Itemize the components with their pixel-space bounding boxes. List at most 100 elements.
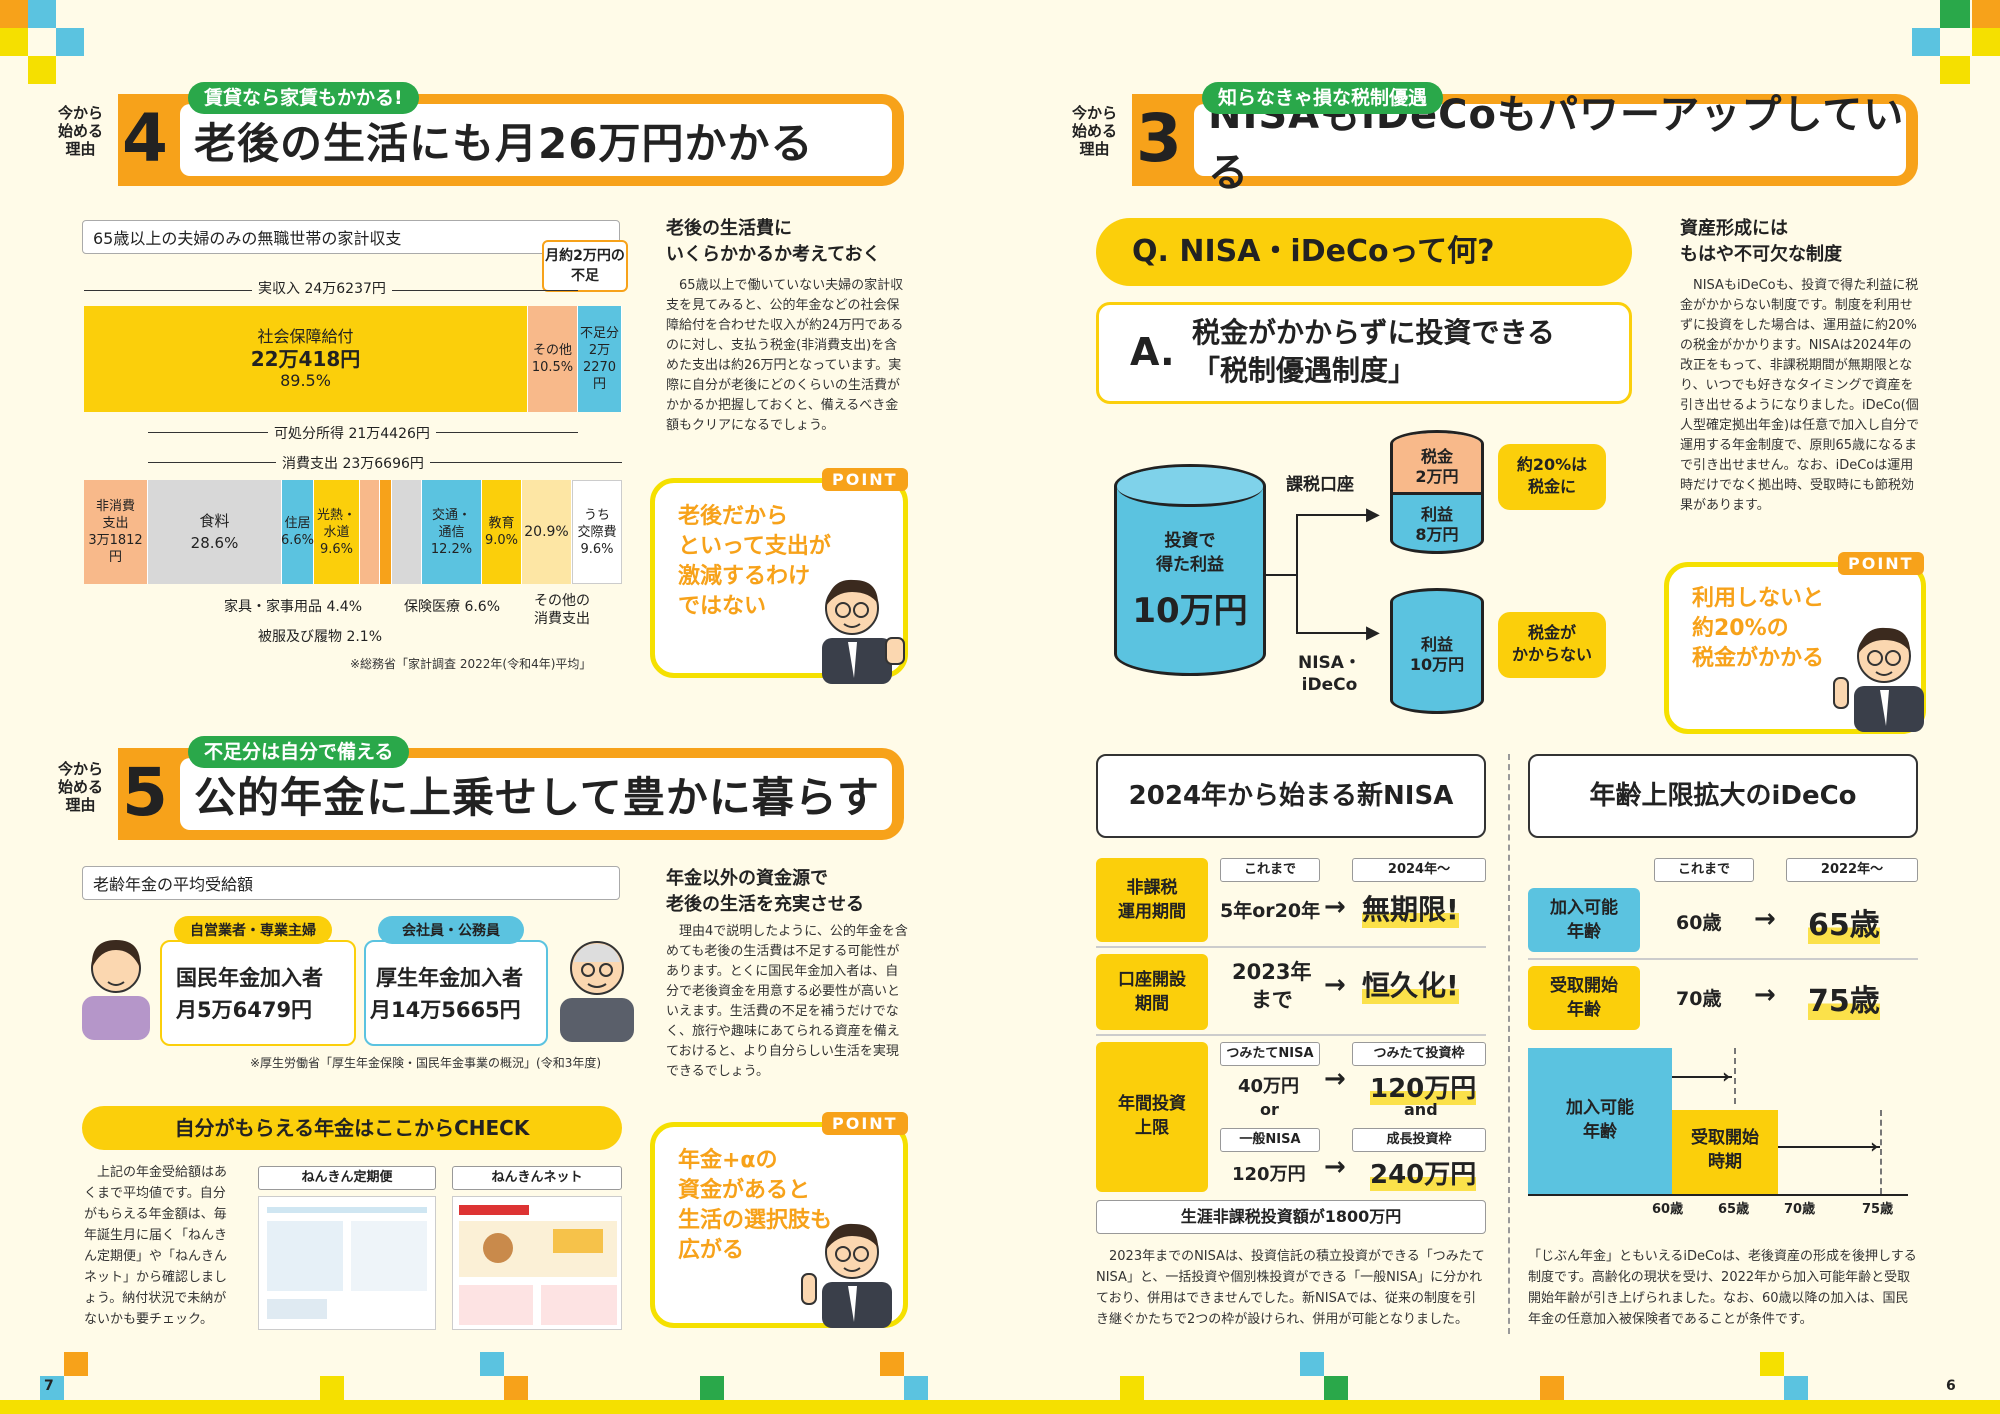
other-expense-pct: 20.9% xyxy=(524,523,569,540)
tsumitate-nisa-label: つみたてNISA xyxy=(1220,1042,1320,1066)
ideco-col-before: これまで xyxy=(1654,858,1754,882)
age-60: 60歳 xyxy=(1652,1202,1684,1217)
nisa-row2-after: 恒久化! xyxy=(1362,964,1459,1004)
other-income-label: その他 xyxy=(532,343,572,358)
answer-mark: A. xyxy=(1130,330,1175,374)
housing-pct: 6.6% xyxy=(280,533,315,548)
profit2-amount: 10万円 xyxy=(1409,655,1465,674)
section-3-body: NISAもiDeCoも、投資で得た利益に税金がかからない制度です。制度を利用せず… xyxy=(1680,278,1920,513)
self-employed-tag: 自営業者・専業主婦 xyxy=(174,916,332,944)
social-expense-label-2: 交際費 xyxy=(577,524,617,540)
social-security-pct: 89.5% xyxy=(280,371,331,390)
pension-source: ※厚生労働省「厚生年金保険・国民年金事業の概況」(令和3年度) xyxy=(250,1056,602,1070)
nisa-ideco-label: NISA・ iDeCo xyxy=(1298,653,1361,695)
elderly-man-illustration xyxy=(560,941,634,1042)
nisa-row-divider-1 xyxy=(1096,946,1486,948)
invest-amount: 10万円 xyxy=(1132,591,1248,631)
invest-cylinder: 投資で 得た利益 10万円 xyxy=(1114,464,1266,676)
ideco-recv-dash xyxy=(1880,1110,1882,1194)
section-4-subtitle: 老後の生活費に いくらかかるか考えておく xyxy=(666,218,881,265)
nisa-row3-arrow-2: → xyxy=(1324,1152,1346,1182)
section-3-side-label: 今から 始める 理由 xyxy=(1072,104,1118,158)
notax-cylinder: 利益 10万円 xyxy=(1390,588,1484,714)
ideco-body: 「じぶん年金」ともいえるiDeCoは、老後資産の形成を後押しする制度です。高齢化… xyxy=(1528,1249,1917,1327)
page-number-right: 6 xyxy=(1946,1378,1956,1394)
ippan-nisa-value: 120万円 xyxy=(1232,1164,1306,1185)
housewife-illustration xyxy=(82,940,150,1040)
income-label-text: 実収入 24万6237円 xyxy=(252,278,392,298)
education-pct: 9.0% xyxy=(484,533,519,548)
other-expense-callout: その他の 消費支出 xyxy=(534,593,590,627)
section-5-point-tag: POINT xyxy=(822,1112,908,1135)
household-source: ※総務省「家計調査 2022年(令和4年)平均」 xyxy=(350,657,592,671)
arrow-nisa-head: ▶ xyxy=(1366,622,1380,643)
shortfall-value-1: 2万 xyxy=(588,343,611,358)
self-employed-line1: 国民年金加入者 xyxy=(176,966,323,990)
employee-amount: 月14万5665円 xyxy=(370,998,521,1022)
food-pct: 28.6% xyxy=(190,534,239,552)
invest-label-1: 投資で xyxy=(1164,531,1216,551)
section-3-subtitle: 資産形成には もはや不可欠な制度 xyxy=(1680,218,1842,265)
clothes-callout: 被服及び履物 2.1% xyxy=(258,629,383,645)
teiki-label: ねんきん定期便 xyxy=(258,1166,436,1190)
net-image xyxy=(452,1196,622,1330)
section-3-point-tag: POINT xyxy=(1838,552,1924,575)
nisa-row1-arrow: → xyxy=(1324,892,1346,922)
shortfall-label: 不足分 xyxy=(579,326,619,341)
invest-label-2: 得た利益 xyxy=(1156,555,1224,575)
other-income-pct: 10.5% xyxy=(531,360,574,375)
ideco-row-divider xyxy=(1528,958,1918,960)
check-body: 上記の年金受給額はあくまで平均値です。自分がもらえる年金額は、毎年誕生月に届く「… xyxy=(84,1165,228,1327)
furniture-segment xyxy=(360,480,380,584)
education-label: 教育 xyxy=(488,516,515,531)
transport-pct: 12.2% xyxy=(430,541,473,557)
check-title: 自分がもらえる年金はここからCHECK xyxy=(82,1106,622,1150)
nisa-row2-arrow: → xyxy=(1324,970,1346,1000)
social-security-value: 22万418円 xyxy=(250,347,361,371)
arrow-taxed xyxy=(1296,514,1376,516)
nisa-row3-label: 年間投資 上限 xyxy=(1096,1042,1208,1192)
shortfall-value-2: 2270円 xyxy=(582,360,617,392)
ideco-row2-before: 70歳 xyxy=(1676,988,1722,1010)
self-employed-card xyxy=(160,940,356,1046)
tax-amount: 2万円 xyxy=(1415,467,1459,486)
section-4-point-tag: POINT xyxy=(822,468,908,491)
section-3-point-text: 利用しないと 約20%の 税金がかかる xyxy=(1692,586,1825,671)
taxed-account-label: 課税口座 xyxy=(1286,475,1354,495)
ideco-row1-after: 65歳 xyxy=(1808,900,1880,944)
divider-dashed xyxy=(1508,754,1510,1334)
answer-text: 税金がかからずに投資できる 「税制優遇制度」 xyxy=(1192,316,1555,387)
nisa-col-before: これまで xyxy=(1220,858,1320,882)
section-5-tag: 不足分は自分で備える xyxy=(188,736,410,768)
growth-frame-value: 240万円 xyxy=(1370,1154,1477,1191)
section-3-number: 3 xyxy=(1136,100,1182,177)
nisa-or: or xyxy=(1260,1100,1279,1119)
nisa-row3-arrow-1: → xyxy=(1324,1064,1346,1094)
ideco-col-after: 2022年〜 xyxy=(1786,858,1918,882)
section-4-tag: 賃貸なら家賃もかかる! xyxy=(188,82,419,114)
arrow-taxed-head: ▶ xyxy=(1366,504,1380,525)
age-65: 65歳 xyxy=(1718,1202,1750,1217)
profit2-label: 利益 xyxy=(1420,635,1453,654)
ideco-age-axis xyxy=(1528,1194,1908,1196)
ideco-row1-before: 60歳 xyxy=(1676,912,1722,934)
social-expense-pct: 9.6% xyxy=(580,541,614,557)
ideco-join-dash xyxy=(1734,1048,1736,1104)
nisa-row1-label: 非課税 運用期間 xyxy=(1096,858,1208,942)
nisa-col-after: 2024年〜 xyxy=(1352,858,1486,882)
medical-segment xyxy=(392,480,422,584)
tax-note: 約20%は 税金に xyxy=(1498,444,1606,510)
section-5-side-label: 今から 始める 理由 xyxy=(58,760,104,814)
utility-label-2: 水道 xyxy=(323,524,350,540)
question-box: Q. NISA・iDeCoって何? xyxy=(1096,218,1632,286)
section-4-number: 4 xyxy=(122,100,168,177)
social-security-label: 社会保障給付 xyxy=(257,327,354,346)
section-4-body: 65歳以上で働いていない夫婦の家計収支を見てみると、公的年金などの社会保障給付を… xyxy=(666,278,904,433)
profit1-amount: 8万円 xyxy=(1415,525,1459,544)
ideco-join-ext-head: › xyxy=(1722,1064,1731,1088)
household-chart-label: 65歳以上の夫婦のみの無職世帯の家計収支 xyxy=(82,220,620,254)
ideco-row2-after: 75歳 xyxy=(1808,976,1880,1020)
non-consumption-label-2: 支出 xyxy=(102,516,129,531)
section-5-number: 5 xyxy=(122,754,168,831)
ideco-title: 年齢上限拡大のiDeCo xyxy=(1528,754,1918,838)
